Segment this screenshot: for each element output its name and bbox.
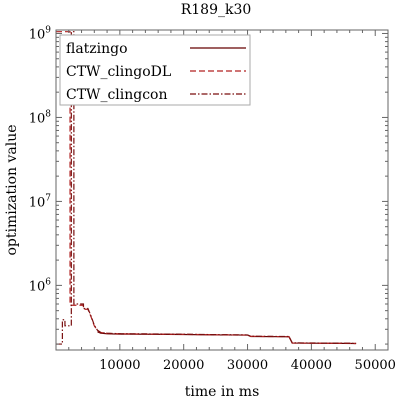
series-layer <box>56 31 357 345</box>
legend-label: CTW_clingoDL <box>66 64 171 80</box>
ticks-layer: 10000 20000 30000 40000 50000 106 107 108 109 <box>29 25 396 373</box>
x-tick-label: 10000 <box>99 358 140 373</box>
x-tick-label: 20000 <box>163 358 204 373</box>
x-tick-label: 40000 <box>291 358 332 373</box>
legend-box <box>59 34 251 106</box>
legend: flatzingo CTW_clingoDL CTW_clingcon <box>59 34 251 106</box>
series-line-3 <box>56 31 357 345</box>
series-line-2 <box>56 31 357 345</box>
x-tick-label: 30000 <box>227 358 268 373</box>
legend-label: CTW_clingcon <box>66 87 168 103</box>
x-axis-label: time in ms <box>185 384 260 400</box>
y-axis-label: optimization value <box>4 124 20 255</box>
y-tick-label: 108 <box>29 109 52 126</box>
chart-title: R189_k30 <box>181 2 252 18</box>
legend-label: flatzingo <box>66 41 128 57</box>
y-tick-label: 107 <box>29 193 52 210</box>
y-tick-label: 109 <box>29 25 52 42</box>
x-tick-label: 50000 <box>355 358 396 373</box>
y-tick-label: 106 <box>29 277 52 294</box>
